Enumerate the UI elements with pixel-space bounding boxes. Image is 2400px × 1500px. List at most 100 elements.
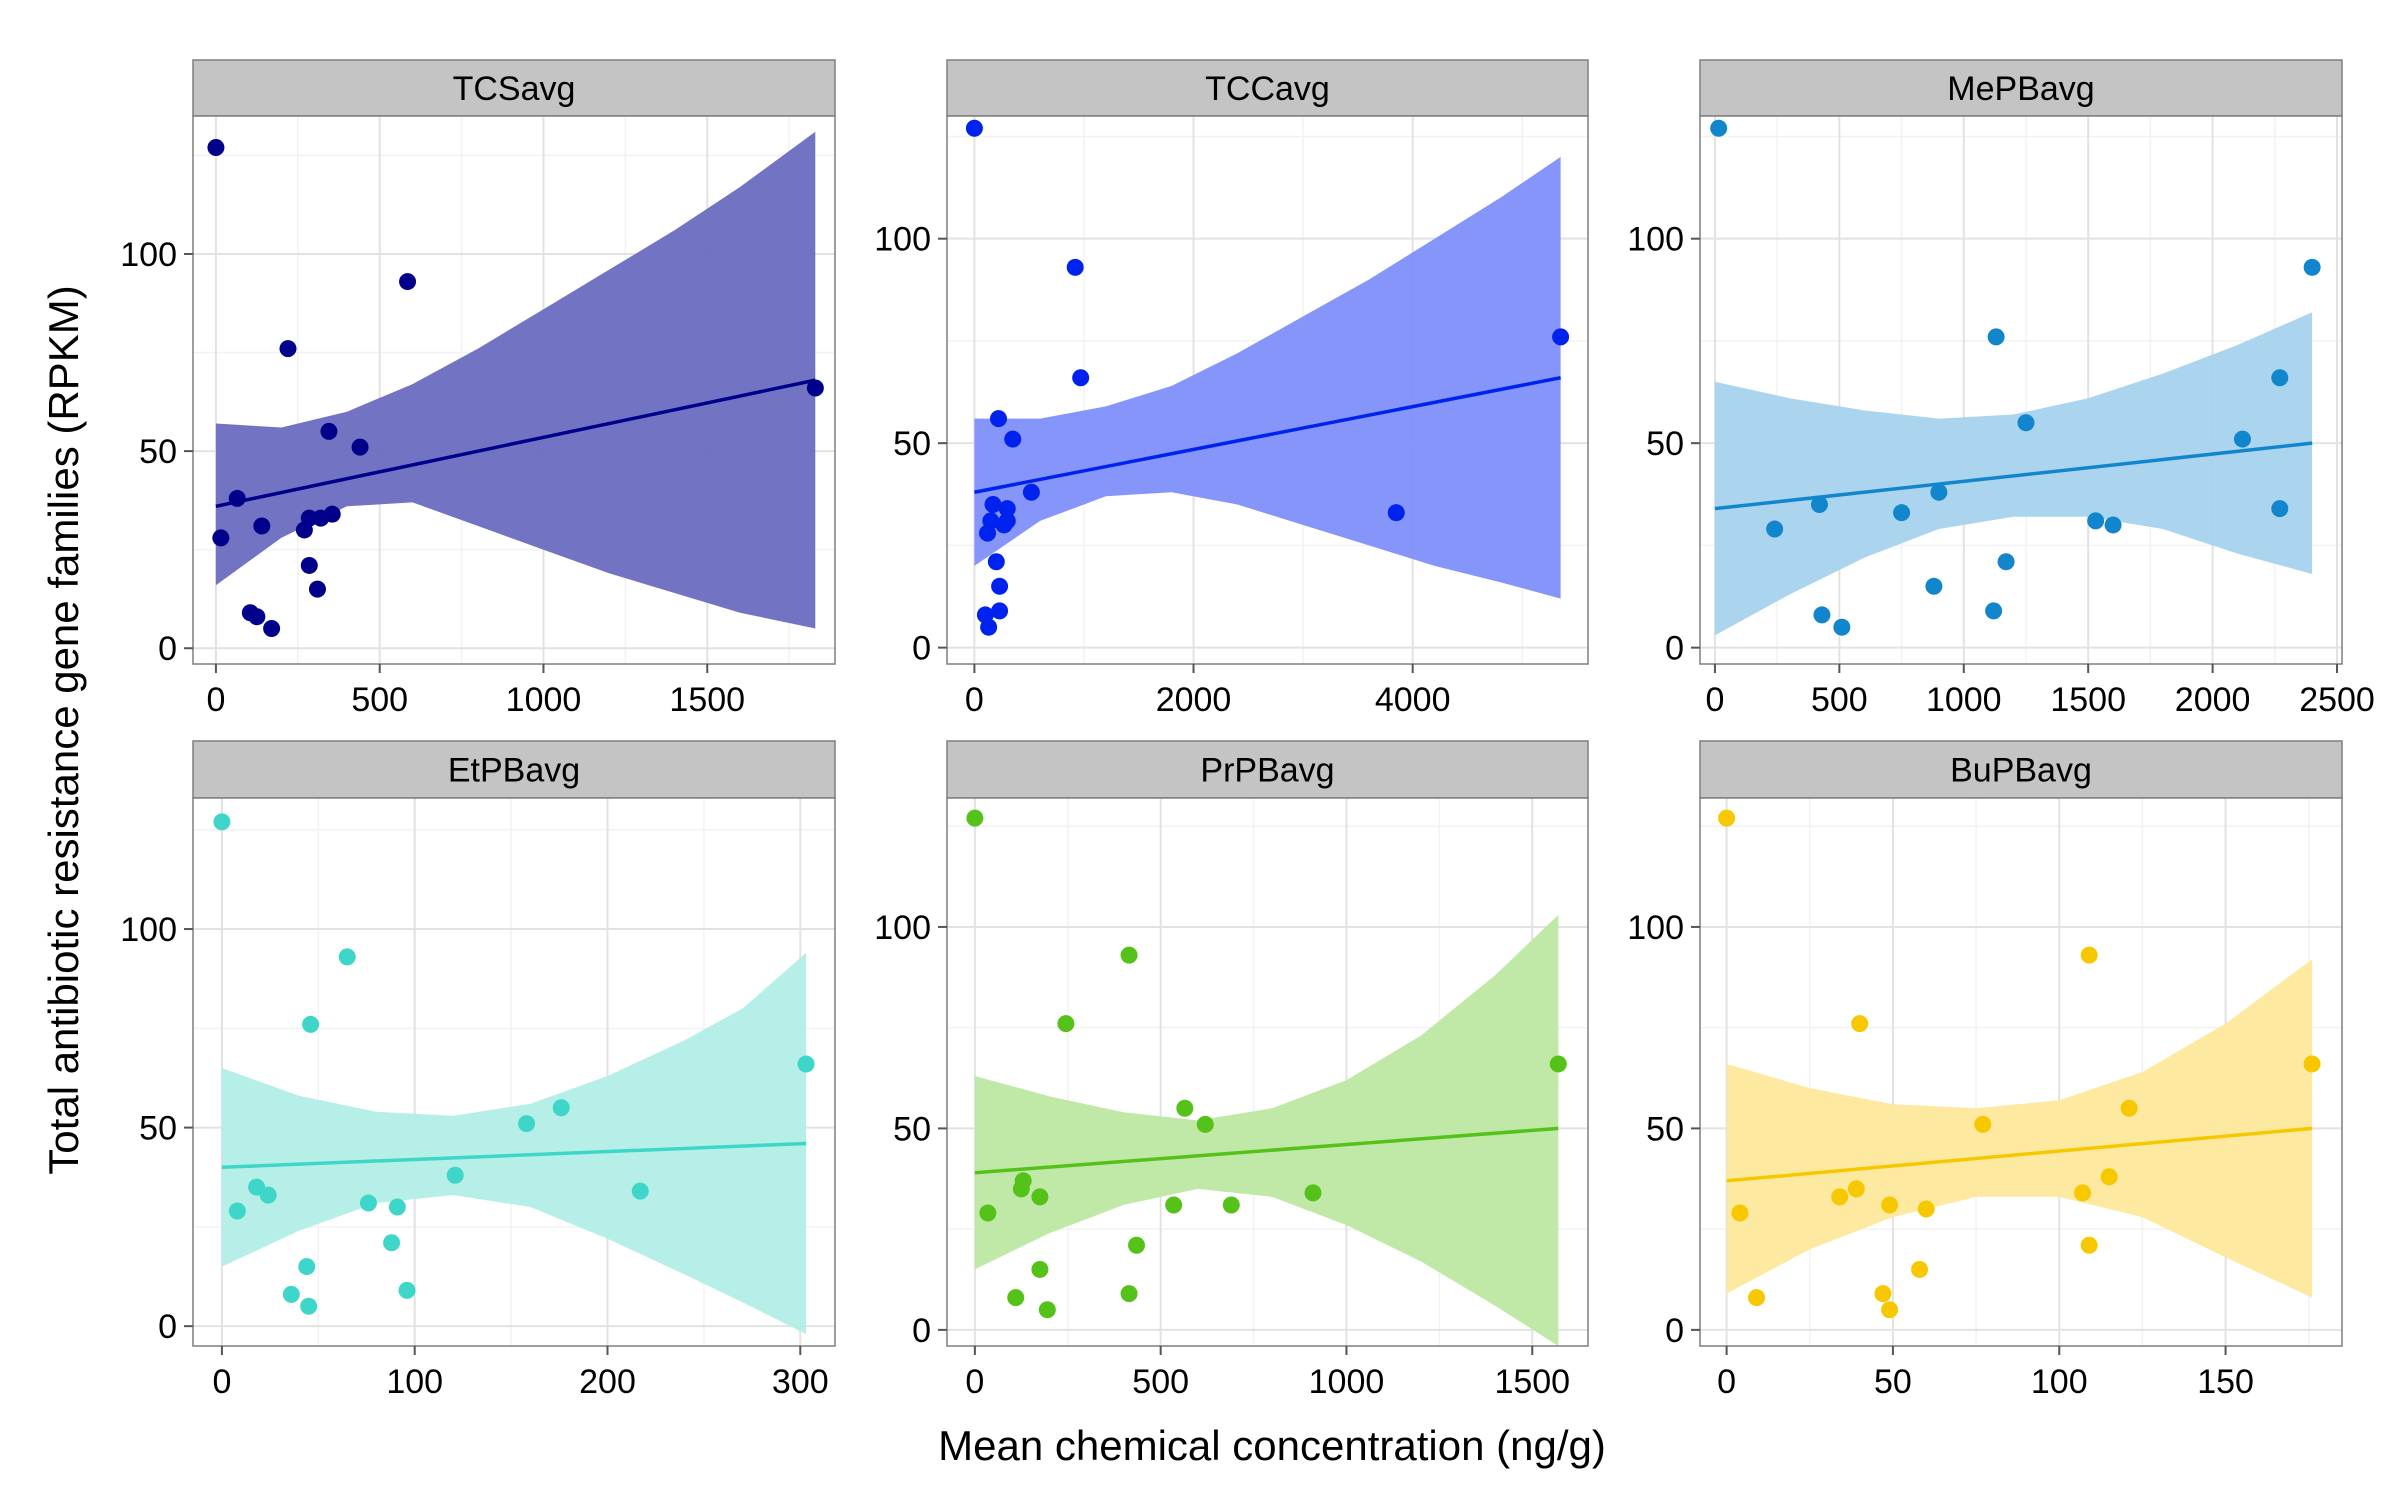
data-point — [2303, 1055, 2321, 1073]
x-tick-label: 0 — [965, 681, 984, 719]
data-point — [2303, 258, 2321, 276]
data-point — [320, 422, 338, 440]
y-tick-label: 0 — [1665, 1312, 1684, 1350]
facet-panel-PrPBavg: PrPBavg 0 500 1000 1500 0 50 100 — [874, 740, 1589, 1401]
data-point — [2087, 512, 2105, 530]
data-point — [1552, 328, 1570, 346]
data-point — [998, 512, 1016, 530]
data-point — [1031, 1260, 1049, 1278]
data-point — [1066, 258, 1084, 276]
y-tick-label: 50 — [139, 433, 177, 471]
regression-line — [1726, 1126, 2313, 1183]
data-point — [212, 529, 230, 547]
data-point — [1038, 1301, 1056, 1319]
x-tick-label: 150 — [2197, 1363, 2254, 1401]
x-tick-label: 0 — [212, 1363, 231, 1401]
data-point — [1911, 1260, 1929, 1278]
y-tick-label: 100 — [120, 911, 177, 949]
data-point — [1930, 483, 1948, 501]
data-point — [2104, 516, 2122, 534]
x-tick-label: 1500 — [1494, 1363, 1570, 1401]
x-tick-label: 2500 — [2299, 681, 2375, 719]
y-tick-label: 100 — [1627, 221, 1684, 259]
data-point — [1731, 1204, 1749, 1222]
x-tick-label: 500 — [351, 681, 408, 719]
data-point — [1893, 504, 1911, 522]
y-tick-label: 100 — [874, 909, 931, 947]
y-tick-label: 0 — [912, 1312, 931, 1350]
data-point — [399, 273, 417, 291]
data-point — [966, 809, 984, 827]
data-point — [1813, 606, 1831, 624]
facet-panel-TCSavg: TCSavg 0 500 1000 1500 0 50 100 — [120, 59, 836, 719]
data-point — [279, 340, 297, 358]
data-point — [300, 556, 318, 574]
x-tick-label: 2000 — [2175, 681, 2251, 719]
data-point — [1031, 1188, 1049, 1206]
data-point — [207, 139, 225, 157]
data-point — [383, 1234, 401, 1252]
data-point — [1810, 496, 1828, 514]
facet-strip — [192, 59, 836, 117]
data-point — [1881, 1196, 1899, 1214]
data-point — [359, 1194, 377, 1212]
data-point — [1120, 1285, 1138, 1303]
facet-panel-EtPBavg: EtPBavg 0 100 200 300 0 50 100 — [120, 740, 836, 1401]
facet-strip — [1699, 59, 2343, 117]
data-point — [998, 500, 1016, 518]
data-point — [1549, 1055, 1567, 1073]
data-point — [1304, 1184, 1322, 1202]
data-point — [282, 1285, 300, 1303]
data-point — [1718, 809, 1736, 827]
data-point — [2271, 500, 2289, 518]
data-point — [806, 379, 824, 397]
data-point — [2080, 1236, 2098, 1254]
regression-line — [215, 378, 816, 509]
panel-border — [1699, 797, 2343, 1347]
data-point — [1874, 1285, 1892, 1303]
x-tick-label: 500 — [1132, 1363, 1189, 1401]
y-tick-label: 100 — [1627, 909, 1684, 947]
x-tick-label: 300 — [772, 1363, 829, 1401]
x-tick-label: 200 — [579, 1363, 636, 1401]
data-point — [1120, 946, 1138, 964]
facet-panel-TCCavg: TCCavg 0 2000 4000 0 50 100 — [874, 59, 1589, 719]
data-point — [1974, 1115, 1992, 1133]
data-point — [253, 517, 271, 535]
facet-strip — [946, 59, 1589, 117]
data-point — [1847, 1180, 1865, 1198]
data-point — [2074, 1184, 2092, 1202]
data-point — [1007, 1289, 1025, 1307]
y-tick-label: 50 — [1646, 425, 1684, 463]
data-point — [1766, 520, 1784, 538]
data-point — [989, 410, 1007, 428]
panel-border — [1699, 115, 2343, 665]
data-point — [1748, 1289, 1766, 1307]
data-point — [1925, 577, 1943, 595]
data-point — [965, 119, 983, 137]
confidence-band — [1714, 312, 2313, 636]
data-point — [300, 1297, 318, 1315]
y-axis-label: Total antibiotic resistance gene familie… — [40, 285, 87, 1174]
data-point — [302, 1015, 320, 1033]
data-point — [1222, 1196, 1240, 1214]
data-point — [1004, 430, 1022, 448]
data-point — [323, 505, 341, 523]
data-point — [991, 602, 1009, 620]
y-tick-label: 50 — [1646, 1110, 1684, 1148]
x-tick-label: 1500 — [2050, 681, 2126, 719]
data-point — [2120, 1099, 2138, 1117]
data-point — [552, 1099, 570, 1117]
facet-title: EtPBavg — [448, 752, 580, 790]
y-tick-label: 0 — [912, 630, 931, 668]
data-point — [228, 489, 246, 507]
x-tick-label: 0 — [1717, 1363, 1736, 1401]
data-point — [1987, 328, 2005, 346]
data-point — [982, 512, 1000, 530]
confidence-band — [974, 156, 1561, 599]
x-tick-label: 1000 — [1926, 681, 2002, 719]
x-tick-label: 4000 — [1375, 681, 1451, 719]
data-point — [1165, 1196, 1183, 1214]
data-point — [308, 580, 326, 598]
data-point — [248, 608, 266, 626]
